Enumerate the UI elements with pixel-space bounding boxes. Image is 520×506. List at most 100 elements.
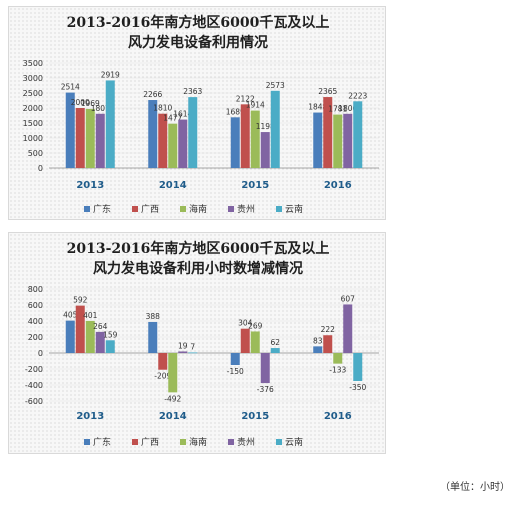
category-label: 2013 — [76, 180, 104, 191]
data-label: 2365 — [318, 87, 337, 96]
y-tick-label: 400 — [28, 317, 43, 326]
bar-广西-2013 — [75, 305, 85, 353]
legend-swatch — [228, 206, 234, 212]
bar-广西-2016 — [323, 335, 333, 353]
category-label: 2016 — [324, 411, 352, 422]
bar-贵州-2013 — [95, 331, 105, 353]
data-label: 264 — [93, 322, 108, 331]
bar-广西-2016 — [323, 97, 333, 168]
bar-广东-2013 — [65, 92, 75, 168]
data-label: 2122 — [236, 94, 255, 103]
data-label: 62 — [270, 338, 280, 347]
bar-海南-2014 — [168, 123, 178, 168]
y-tick-label: -400 — [25, 381, 43, 390]
chart-title-line1: 2013-2016年南方地区6000千瓦及以上 — [67, 14, 330, 31]
data-label: 222 — [321, 325, 336, 334]
legend-label: 广东 — [93, 436, 111, 448]
data-label: 2919 — [101, 70, 120, 79]
bar-广东-2015 — [230, 117, 240, 168]
y-tick-label: 1000 — [23, 134, 43, 143]
legend-swatch — [228, 439, 234, 445]
bar-广西-2014 — [158, 353, 168, 370]
chart-title-line1: 2013-2016年南方地区6000千瓦及以上 — [67, 240, 330, 257]
legend-label: 广西 — [141, 203, 159, 215]
data-label: -376 — [257, 385, 274, 394]
bar-广西-2015 — [240, 328, 250, 353]
data-label: 2573 — [266, 81, 285, 90]
bar-云南-2015 — [270, 90, 280, 168]
bar-广东-2015 — [230, 353, 240, 365]
bar-广东-2014 — [148, 321, 158, 353]
chart-panel-utilization: 2013-2016年南方地区6000千瓦及以上 风力发电设备利用情况 0 500 100… — [8, 6, 386, 220]
unit-note: （单位：小时） — [440, 482, 510, 493]
data-label: -209 — [154, 372, 171, 381]
bar-贵州-2014 — [178, 119, 188, 168]
bar-广西-2014 — [158, 113, 168, 168]
legend-swatch — [84, 206, 90, 212]
bar-云南-2013 — [105, 340, 115, 353]
y-tick-label: 2000 — [23, 104, 43, 113]
data-label: 388 — [146, 312, 161, 321]
bar-云南-2013 — [105, 80, 115, 168]
data-label: -150 — [227, 367, 244, 376]
bar-贵州-2015 — [260, 132, 270, 168]
category-label: 2013 — [76, 411, 104, 422]
y-tick-label: 0 — [38, 349, 43, 358]
bar-海南-2015 — [250, 110, 260, 168]
data-label: 159 — [103, 330, 118, 339]
bar-海南-2014 — [168, 353, 178, 393]
category-label: 2016 — [324, 180, 352, 191]
y-tick-label: 0 — [38, 164, 43, 173]
bar-贵州-2016 — [343, 304, 353, 353]
data-label: 1614 — [173, 110, 192, 119]
legend-label: 广东 — [93, 203, 111, 215]
y-tick-label: 3000 — [23, 74, 43, 83]
y-tick-label: -200 — [25, 365, 43, 374]
data-label: 1806 — [338, 104, 357, 113]
data-label: 304 — [238, 319, 253, 328]
legend-swatch — [84, 439, 90, 445]
chart-title-line2: 风力发电设备利用情况 — [128, 34, 268, 51]
bar-贵州-2015 — [260, 353, 270, 384]
y-tick-label: 800 — [28, 285, 43, 294]
data-label: 1848 — [308, 103, 327, 112]
legend-swatch — [180, 439, 186, 445]
y-tick-label: -600 — [25, 397, 43, 406]
bar-广西-2013 — [75, 108, 85, 168]
data-label: 1477 — [163, 114, 182, 123]
legend-swatch — [276, 206, 282, 212]
data-label: 1914 — [246, 101, 265, 110]
legend-label: 云南 — [285, 436, 303, 448]
data-label: 592 — [73, 296, 88, 305]
category-label: 2015 — [241, 180, 269, 191]
category-label: 2014 — [159, 180, 187, 191]
bar-云南-2014 — [188, 352, 198, 354]
bar-海南-2015 — [250, 331, 260, 353]
data-label: 2266 — [143, 90, 162, 99]
y-tick-label: 500 — [28, 149, 43, 158]
bar-贵州-2013 — [95, 113, 105, 168]
category-label: 2015 — [241, 411, 269, 422]
data-label: -350 — [349, 383, 366, 392]
data-label: 19 — [178, 341, 188, 350]
bar-广东-2016 — [313, 112, 323, 168]
data-label: 2363 — [183, 87, 202, 96]
bar-广东-2016 — [313, 346, 323, 353]
bar-广东-2014 — [148, 100, 158, 168]
legend-label: 贵州 — [237, 436, 255, 448]
chart-title-line2: 风力发电设备利用小时数增减情况 — [93, 260, 303, 277]
bar-云南-2016 — [353, 353, 363, 381]
bar-海南-2013 — [85, 320, 95, 353]
data-label: 1198 — [256, 122, 275, 131]
bar-海南-2016 — [333, 114, 343, 168]
data-label: 1969 — [81, 99, 100, 108]
data-label: -133 — [329, 366, 346, 375]
data-label: 401 — [83, 311, 98, 320]
legend-label: 云南 — [285, 203, 303, 215]
data-label: 7 — [190, 342, 195, 351]
bar-贵州-2016 — [343, 113, 353, 168]
legend-label: 海南 — [189, 203, 207, 215]
data-label: 269 — [248, 321, 263, 330]
